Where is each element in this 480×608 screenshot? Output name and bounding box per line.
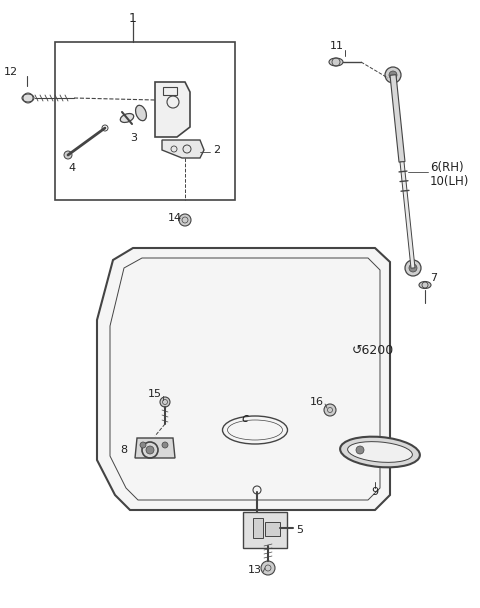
Text: 10(LH): 10(LH) [430, 176, 469, 188]
Text: 13: 13 [248, 565, 262, 575]
Bar [253, 518, 263, 538]
Ellipse shape [223, 416, 288, 444]
Polygon shape [97, 248, 390, 510]
Ellipse shape [135, 105, 146, 121]
Polygon shape [155, 82, 190, 137]
Text: 2: 2 [213, 145, 220, 155]
Ellipse shape [329, 58, 343, 66]
Circle shape [146, 446, 154, 454]
Text: ↺6200: ↺6200 [352, 344, 394, 356]
Ellipse shape [419, 282, 431, 289]
Text: 14: 14 [168, 213, 182, 223]
Bar [163, 87, 177, 95]
FancyArrow shape [390, 75, 405, 162]
Circle shape [389, 71, 397, 79]
Circle shape [405, 260, 421, 276]
Ellipse shape [340, 437, 420, 468]
Text: 11: 11 [330, 41, 344, 51]
Text: 4: 4 [68, 163, 75, 173]
Text: 6(RH): 6(RH) [430, 162, 464, 174]
Text: 8: 8 [120, 445, 127, 455]
Text: 16: 16 [310, 397, 324, 407]
Text: 3: 3 [130, 133, 137, 143]
Bar [265, 522, 280, 536]
Text: 7: 7 [430, 273, 437, 283]
Ellipse shape [22, 94, 34, 102]
Ellipse shape [348, 441, 412, 462]
Polygon shape [162, 140, 204, 158]
Polygon shape [135, 438, 175, 458]
Bar [243, 512, 287, 548]
Circle shape [162, 442, 168, 448]
Circle shape [160, 397, 170, 407]
Ellipse shape [120, 114, 134, 122]
Circle shape [64, 151, 72, 159]
Circle shape [356, 446, 364, 454]
Text: c: c [241, 412, 249, 424]
Text: 15: 15 [148, 389, 162, 399]
Text: 12: 12 [4, 67, 18, 77]
Circle shape [385, 67, 401, 83]
Circle shape [409, 264, 417, 272]
Circle shape [140, 442, 146, 448]
Text: 5: 5 [296, 525, 303, 535]
FancyArrow shape [400, 162, 415, 268]
Circle shape [179, 214, 191, 226]
Circle shape [261, 561, 275, 575]
Text: 1: 1 [129, 12, 137, 24]
Bar [55, 42, 235, 200]
Circle shape [324, 404, 336, 416]
Text: 9: 9 [372, 487, 379, 497]
